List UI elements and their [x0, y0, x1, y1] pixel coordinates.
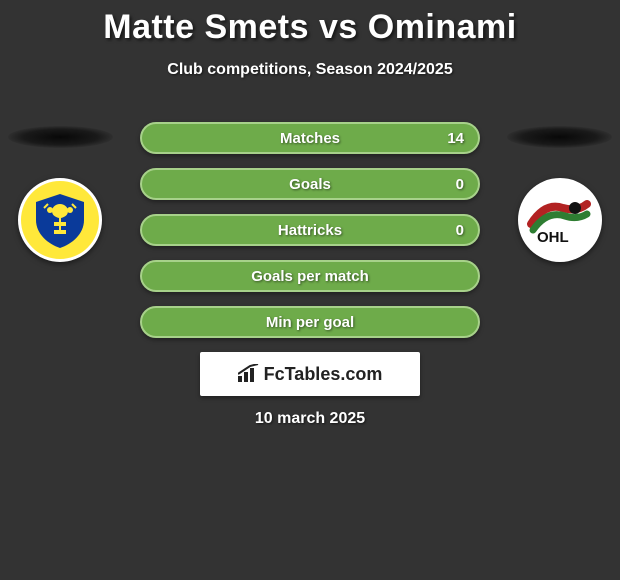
stat-bar: Goals per match: [140, 260, 480, 292]
stat-bar-label: Min per goal: [266, 314, 354, 331]
stat-bar-label: Hattricks: [278, 222, 342, 239]
page-title: Matte Smets vs Ominami: [0, 0, 620, 47]
stat-bar: Hattricks 0: [140, 214, 480, 246]
stat-bar-label: Matches: [280, 130, 340, 147]
shadow-left: [8, 126, 113, 148]
stat-bar-value: 0: [456, 222, 464, 239]
svg-text:OHL: OHL: [537, 229, 569, 246]
stat-bar-value: 0: [456, 176, 464, 193]
stat-bar-value: 14: [447, 130, 464, 147]
shadow-right: [507, 126, 612, 148]
branding-chart-icon: [238, 364, 260, 384]
stat-bar: Min per goal: [140, 306, 480, 338]
branding-badge: FcTables.com: [200, 352, 420, 396]
branding-text: FcTables.com: [264, 364, 383, 385]
stvv-logo: [18, 178, 102, 262]
stvv-crest-icon: [30, 190, 90, 250]
stat-bar: Goals 0: [140, 168, 480, 200]
ohl-logo: OHL: [518, 178, 602, 262]
subtitle: Club competitions, Season 2024/2025: [0, 61, 620, 79]
ohl-crest-icon: OHL: [525, 194, 595, 246]
stat-bar-label: Goals per match: [251, 268, 369, 285]
stat-bar: Matches 14: [140, 122, 480, 154]
stat-bars: Matches 14 Goals 0 Hattricks 0 Goals per match…: [140, 122, 480, 352]
stat-bar-label: Goals: [289, 176, 331, 193]
date-text: 10 march 2025: [0, 410, 620, 428]
